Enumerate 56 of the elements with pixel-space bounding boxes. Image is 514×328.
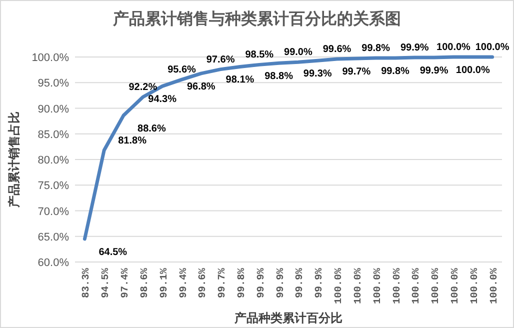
- data-label: 94.3%: [148, 94, 177, 106]
- data-label: 98.1%: [226, 74, 254, 86]
- data-label: 92.2%: [128, 82, 158, 93]
- data-label: 99.3%: [303, 68, 332, 80]
- x-tick-label: 99.4%: [178, 268, 190, 298]
- data-label: 98.5%: [245, 50, 274, 61]
- data-label: 99.7%: [342, 66, 371, 78]
- data-label: 98.8%: [264, 71, 294, 82]
- x-tick-label: 100.0%: [334, 268, 346, 304]
- x-tick-label: 83.3%: [82, 268, 93, 298]
- data-label: 95.6%: [168, 64, 196, 76]
- x-tick-label: 100.0%: [353, 268, 364, 304]
- data-label: 99.9%: [400, 42, 429, 54]
- y-tick-label: 80.0%: [38, 154, 70, 166]
- x-axis-title: 产品种类累计百分比: [234, 311, 342, 325]
- x-tick-label: 99.7%: [218, 268, 229, 298]
- y-tick-label: 60.0%: [38, 257, 70, 269]
- x-tick-label: 94.5%: [101, 268, 112, 298]
- x-tick-label: 100.0%: [470, 268, 481, 304]
- data-label: 99.8%: [381, 66, 410, 78]
- x-tick-label: 100.0%: [412, 268, 423, 304]
- data-label: 97.6%: [206, 54, 235, 66]
- x-tick-label: 100.0%: [372, 268, 384, 304]
- x-tick-label: 99.9%: [276, 268, 287, 298]
- data-label: 64.5%: [98, 246, 128, 258]
- y-tick-label: 95.0%: [38, 78, 70, 90]
- x-tick-label: 100.0%: [489, 268, 500, 304]
- data-label: 88.6%: [138, 123, 166, 134]
- x-tick-label: 97.4%: [120, 268, 132, 298]
- x-tick-label: 100.0%: [450, 268, 462, 304]
- x-tick-label: 99.6%: [198, 268, 210, 298]
- x-tick-label: 100.0%: [392, 268, 404, 304]
- x-tick-label: 99.9%: [314, 268, 326, 298]
- chart-title: 产品累计销售与种类累计百分比的关系图: [112, 9, 401, 28]
- x-tick-label: 100.0%: [431, 268, 442, 304]
- y-tick-label: 90.0%: [38, 103, 70, 116]
- x-tick-label: 99.1%: [159, 268, 170, 298]
- data-label: 96.8%: [186, 81, 216, 92]
- y-tick-label: 75.0%: [38, 180, 70, 192]
- data-label: 100.0%: [436, 42, 471, 53]
- y-tick-label: 65.0%: [38, 231, 70, 244]
- y-axis-title: 产品累计销售占比: [7, 112, 21, 208]
- y-tick-label: 70.0%: [38, 206, 70, 218]
- x-tick-label: 99.9%: [295, 268, 306, 298]
- x-tick-label: 99.9%: [256, 268, 268, 298]
- data-label: 99.0%: [284, 47, 312, 58]
- data-label: 81.8%: [118, 135, 147, 146]
- data-label: 100.0%: [475, 42, 510, 53]
- data-label: 99.8%: [362, 43, 390, 54]
- data-label: 99.6%: [322, 44, 352, 56]
- y-tick-label: 85.0%: [38, 128, 70, 141]
- x-tick-label: 98.6%: [140, 268, 151, 298]
- x-tick-label: 99.8%: [236, 268, 248, 298]
- data-label: 99.9%: [420, 66, 448, 77]
- data-label: 100.0%: [456, 65, 490, 76]
- y-tick-label: 100.0%: [32, 52, 70, 64]
